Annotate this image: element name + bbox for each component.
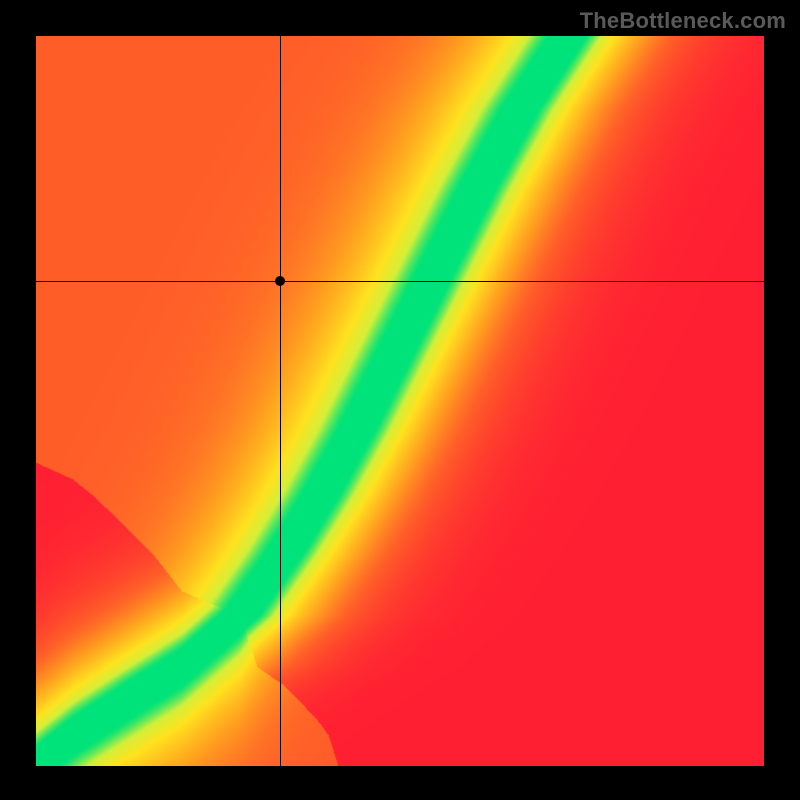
watermark-text: TheBottleneck.com: [580, 8, 786, 34]
crosshair-marker-dot: [275, 276, 285, 286]
heatmap-plot-area: [36, 36, 764, 766]
crosshair-vertical-line: [280, 36, 281, 766]
heatmap-canvas: [36, 36, 764, 766]
crosshair-horizontal-line: [36, 281, 764, 282]
